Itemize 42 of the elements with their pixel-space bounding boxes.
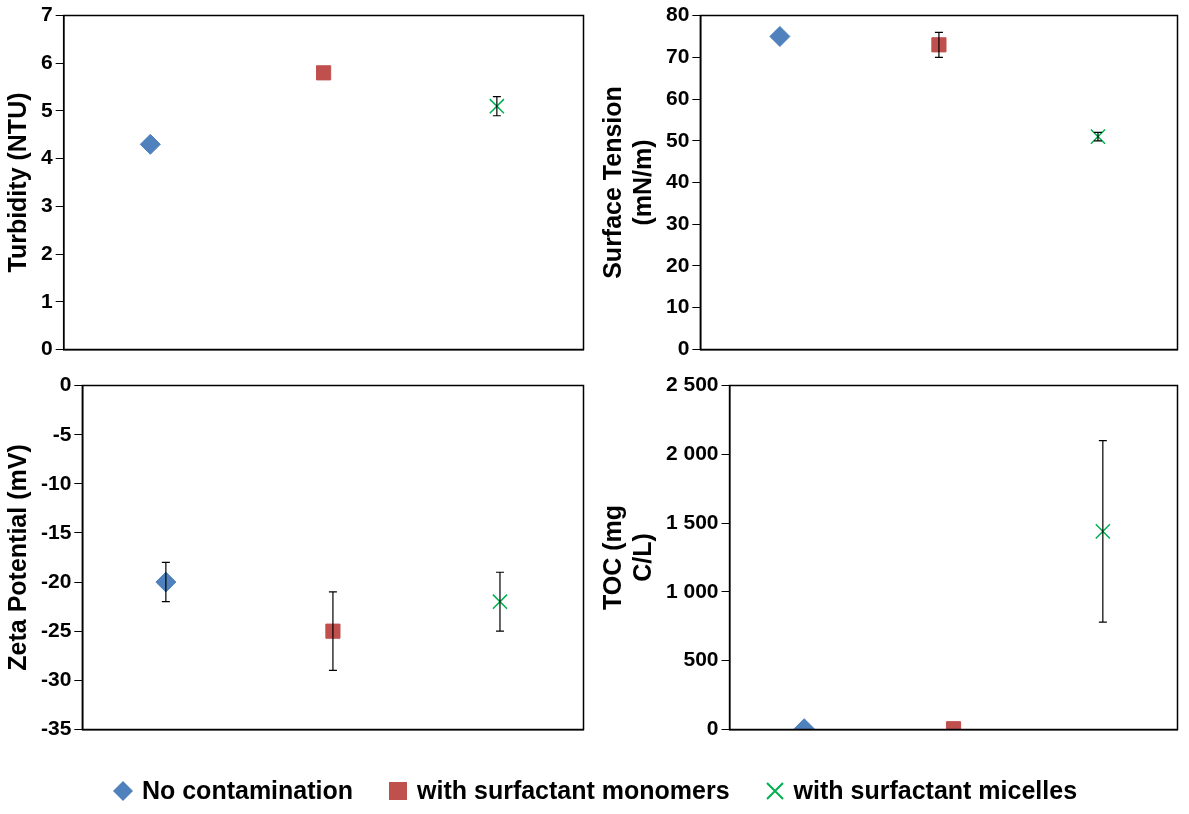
y-tick-label: -15: [40, 519, 72, 543]
y-tick-label: 40: [666, 169, 690, 193]
y-axis-title: Zeta Potential (mV): [2, 444, 31, 671]
y-tick-label: 0: [677, 336, 690, 360]
y-tick-label: 7: [40, 2, 53, 26]
point: [769, 25, 791, 47]
y-tick-label: 2 000: [665, 441, 719, 465]
y-axis-title: Surface Tension (mN/m): [597, 86, 656, 279]
y-tick-label: -5: [52, 421, 72, 445]
y-tick-label: -25: [40, 617, 72, 641]
y-axis-title: Turbidity (NTU): [2, 92, 31, 273]
y-tick-label: 60: [666, 85, 690, 109]
y-tick-label: 2 500: [665, 372, 719, 396]
y-tick-label: 5: [40, 97, 53, 121]
y-tick-label: 10: [666, 294, 690, 318]
y-tick-label: 50: [666, 127, 690, 151]
point: [139, 133, 161, 155]
y-tick-label: 70: [666, 44, 690, 68]
y-tick-label: 3: [40, 193, 53, 217]
y-tick-label: 2: [40, 240, 53, 264]
point: [316, 65, 332, 81]
y-tick-label: -35: [40, 716, 72, 740]
y-tick-label: 4: [40, 145, 53, 169]
y-tick-label: 1 500: [665, 509, 719, 533]
y-tick-label: -30: [40, 667, 72, 691]
y-tick-label: 0: [59, 372, 72, 396]
y-tick-label: 1: [40, 288, 53, 312]
legend-label: with surfactant monomers: [417, 776, 730, 805]
y-tick-label: 80: [666, 2, 690, 26]
legend-label: No contamination: [141, 776, 354, 805]
y-tick-label: -10: [40, 470, 72, 494]
y-tick-label: 1 000: [665, 578, 719, 602]
point: [492, 593, 508, 610]
y-tick-label: 6: [40, 50, 53, 74]
y-tick-label: 20: [666, 252, 690, 276]
y-tick-label: 30: [666, 211, 690, 235]
y-tick-label: 0: [40, 336, 53, 360]
y-axis-title: TOC (mg C/L): [597, 504, 656, 611]
y-tick-label: 0: [706, 716, 719, 740]
legend-label: with surfactant micelles: [793, 776, 1078, 805]
y-tick-label: -20: [40, 568, 72, 592]
y-tick-label: 500: [683, 647, 719, 671]
